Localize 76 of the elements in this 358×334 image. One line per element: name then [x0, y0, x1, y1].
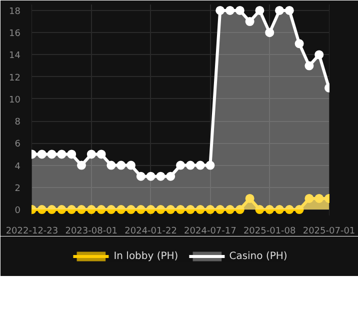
point	[136, 205, 146, 214]
point	[67, 150, 76, 159]
x-tick-label: 2025-01-08	[243, 226, 296, 236]
point	[116, 160, 126, 170]
point	[284, 205, 294, 214]
point	[86, 150, 96, 159]
point	[156, 172, 166, 181]
point	[265, 205, 274, 214]
y-tick-label: 16	[9, 29, 21, 40]
point	[186, 205, 195, 214]
point	[176, 160, 185, 170]
y-tick-label: 14	[9, 51, 21, 62]
x-tick-label: 2024-01-22	[124, 226, 177, 236]
point	[226, 205, 234, 214]
y-tick-label: 2	[14, 184, 21, 194]
point	[126, 160, 136, 170]
point	[96, 150, 106, 159]
point	[216, 205, 225, 214]
point	[245, 17, 254, 26]
point	[106, 160, 116, 170]
y-tick-label: 0	[14, 206, 21, 216]
point	[206, 205, 215, 214]
point	[216, 6, 225, 15]
point	[57, 150, 66, 159]
point	[196, 160, 205, 170]
point	[186, 160, 195, 170]
point	[265, 28, 274, 38]
x-tick-label: 2023-08-01	[65, 226, 118, 236]
point	[156, 205, 166, 214]
y-tick-label: 18	[9, 6, 21, 17]
point	[235, 205, 244, 214]
point	[67, 205, 76, 214]
point	[116, 205, 126, 214]
point	[294, 39, 304, 48]
point	[47, 205, 56, 214]
point	[196, 205, 205, 214]
point	[57, 205, 66, 214]
y-tick-label: 12	[9, 73, 20, 84]
point	[304, 61, 314, 70]
point	[96, 205, 106, 214]
point	[47, 150, 56, 159]
point	[106, 205, 116, 214]
x-tick-label: 2022-12-23	[6, 226, 58, 236]
point	[76, 205, 86, 214]
point	[37, 205, 46, 214]
point	[76, 160, 86, 170]
y-tick-label: 8	[14, 118, 21, 128]
point	[314, 50, 324, 60]
x-tick-label: 2024-07-17	[184, 226, 236, 236]
point	[37, 150, 46, 159]
point	[235, 6, 244, 15]
point	[226, 6, 234, 15]
point	[206, 160, 215, 170]
point	[255, 205, 264, 214]
point	[166, 205, 176, 214]
point	[255, 6, 264, 15]
legend-label: In lobby (PH)	[114, 250, 178, 262]
point	[275, 6, 284, 15]
y-tick-label: 10	[9, 95, 21, 106]
point	[146, 205, 156, 214]
point	[126, 205, 136, 214]
y-tick-label: 4	[14, 162, 21, 172]
x-tick-label: 2025-07-01	[302, 226, 356, 236]
point	[284, 6, 294, 15]
y-tick-label: 6	[14, 140, 21, 150]
point	[166, 172, 176, 181]
point	[294, 205, 304, 214]
point	[146, 172, 156, 181]
point	[275, 205, 284, 214]
point	[86, 205, 96, 214]
point	[304, 194, 314, 203]
point	[136, 172, 146, 181]
point	[176, 205, 185, 214]
legend-label: Casino (PH)	[229, 250, 288, 262]
point	[245, 194, 254, 203]
point	[314, 194, 324, 203]
